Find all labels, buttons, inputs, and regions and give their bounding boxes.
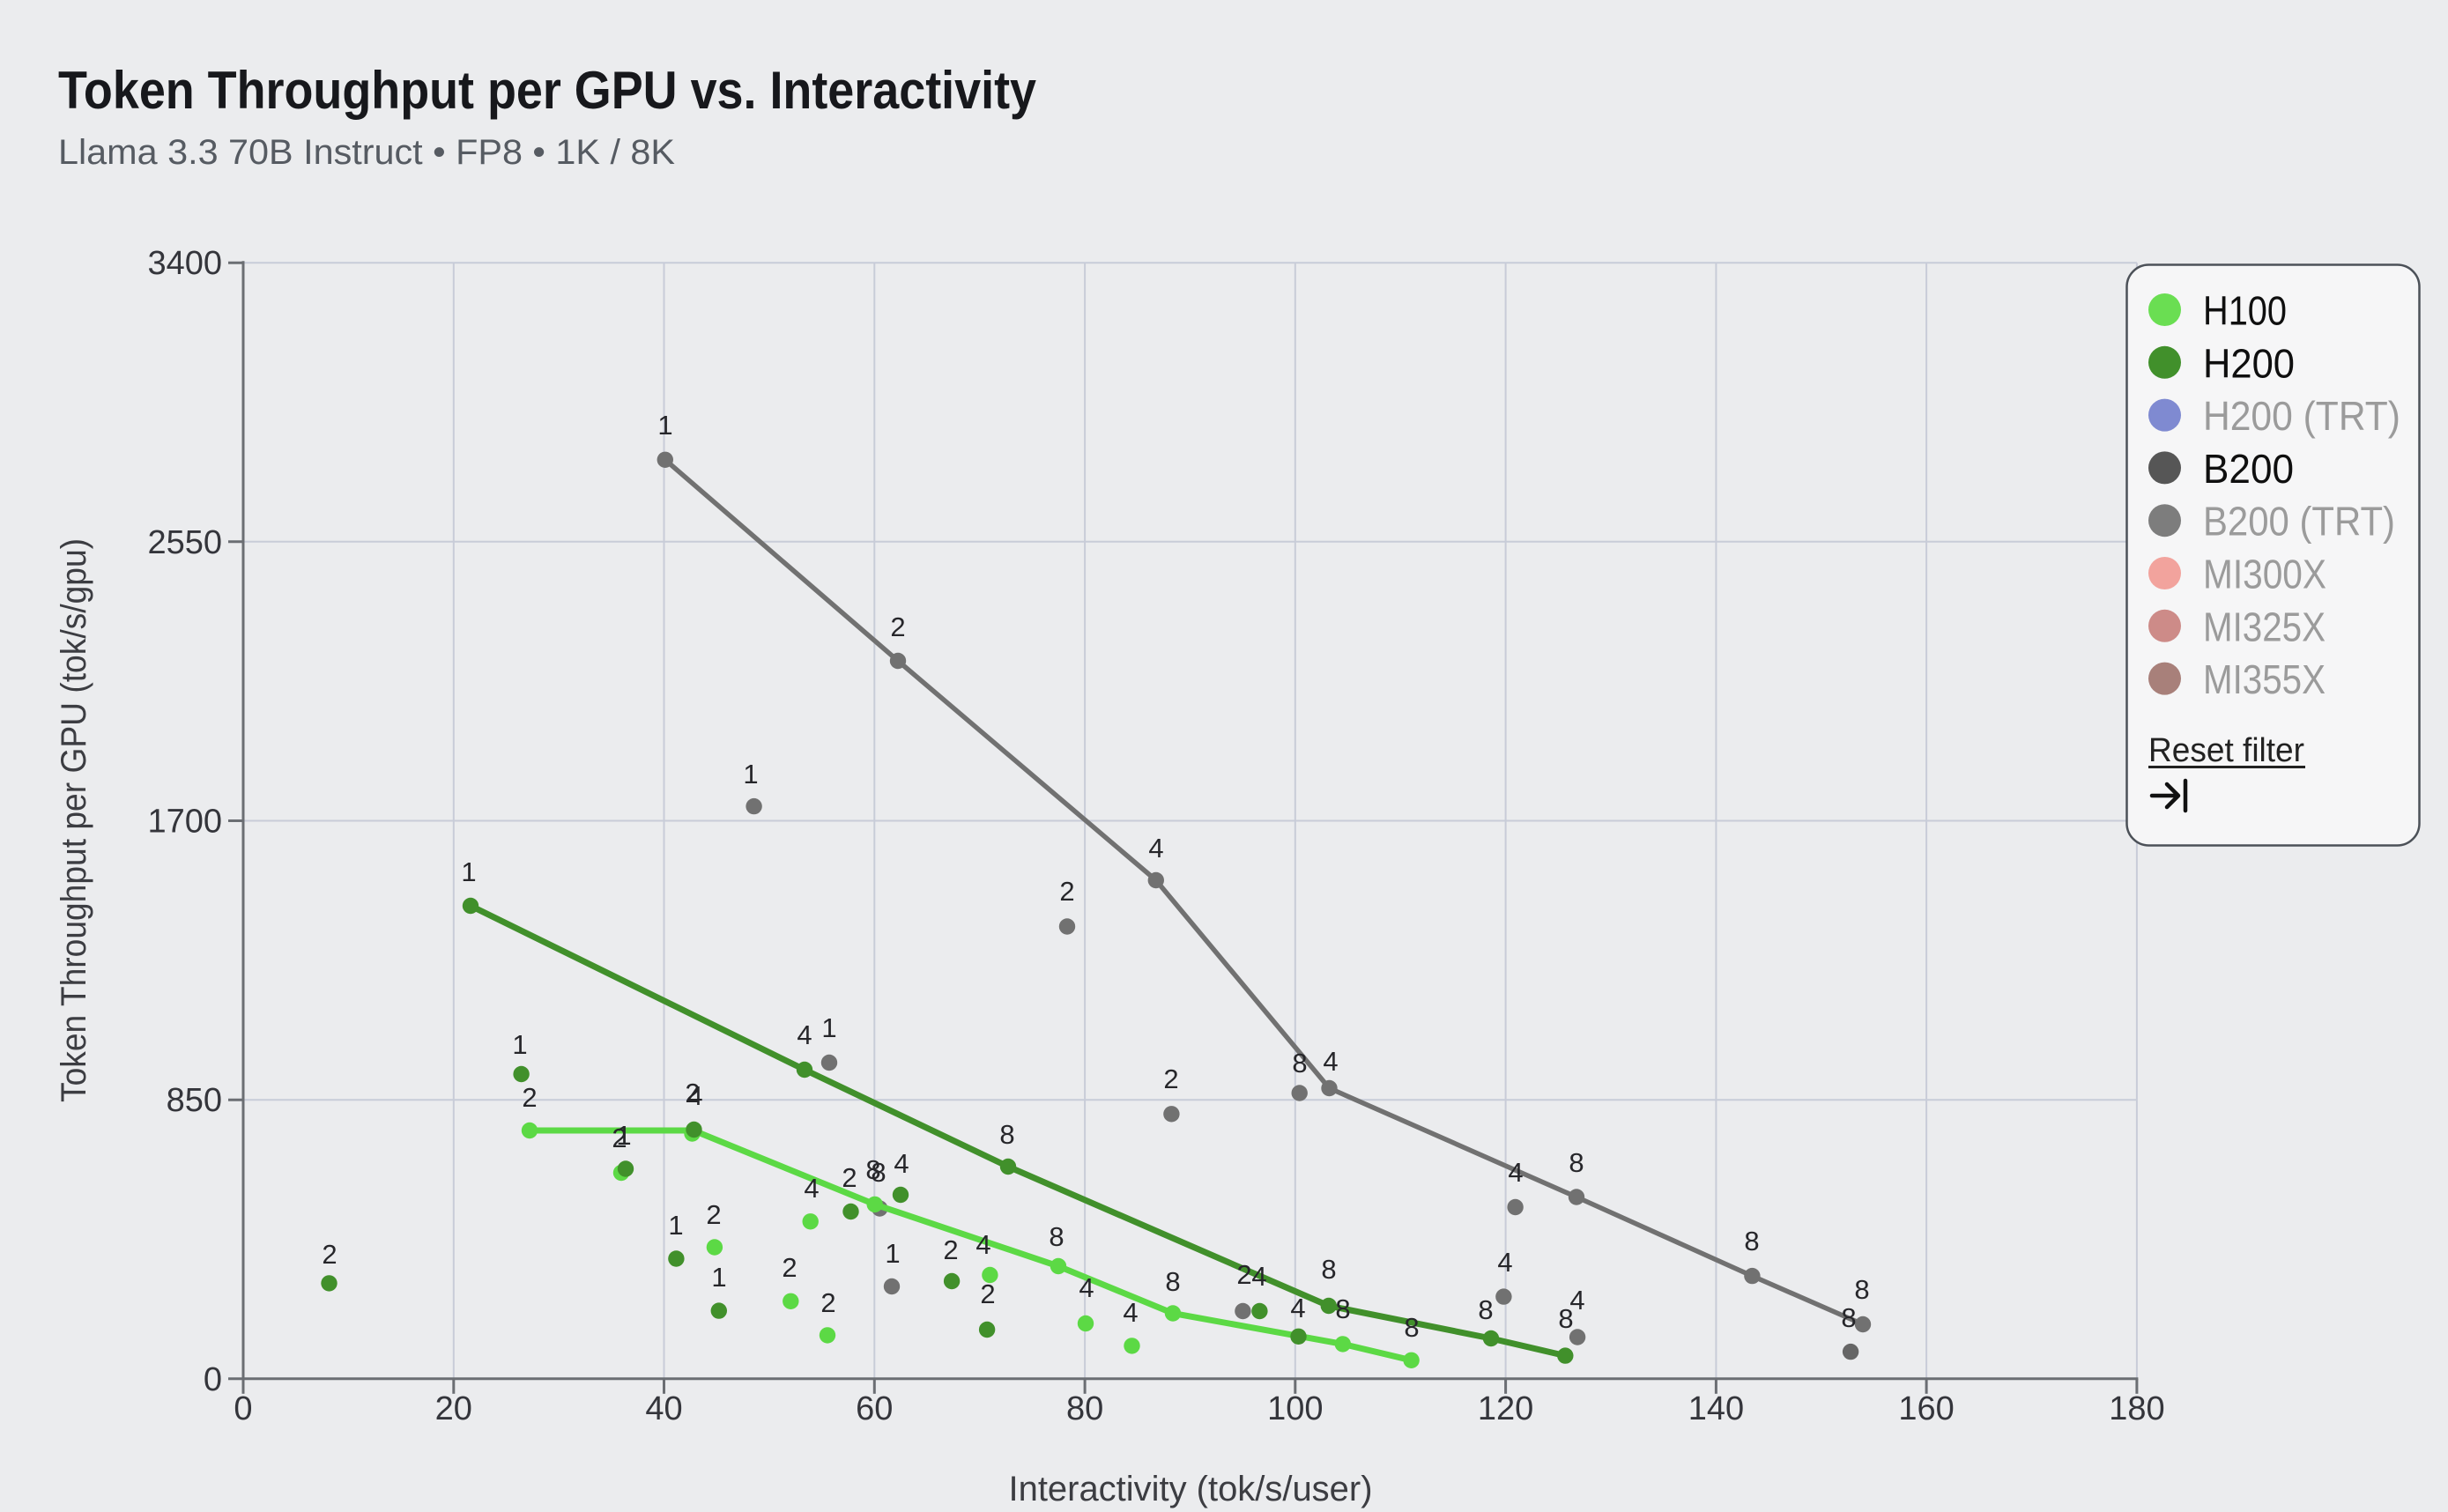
svg-text:8: 8 [1558, 1303, 1573, 1334]
svg-text:2: 2 [612, 1123, 627, 1153]
svg-text:4: 4 [804, 1173, 819, 1204]
svg-text:1: 1 [616, 1120, 631, 1151]
svg-text:4: 4 [1290, 1293, 1305, 1323]
svg-text:8: 8 [1049, 1221, 1064, 1252]
svg-text:MI325X: MI325X [2203, 604, 2326, 649]
svg-text:1: 1 [711, 1262, 726, 1293]
svg-text:2550: 2550 [147, 524, 222, 561]
svg-text:1: 1 [821, 1012, 836, 1043]
svg-text:2: 2 [943, 1234, 958, 1265]
svg-text:Reset filter: Reset filter [2148, 732, 2304, 769]
svg-text:1: 1 [885, 1238, 900, 1269]
svg-text:8: 8 [871, 1157, 886, 1188]
svg-text:4: 4 [1497, 1247, 1512, 1278]
svg-text:8: 8 [1569, 1147, 1584, 1178]
svg-text:2: 2 [522, 1082, 537, 1113]
svg-text:2: 2 [820, 1287, 835, 1318]
svg-text:2: 2 [842, 1162, 857, 1193]
svg-text:80: 80 [1066, 1390, 1103, 1427]
svg-text:60: 60 [856, 1390, 893, 1427]
svg-text:2: 2 [1059, 876, 1074, 907]
svg-text:140: 140 [1688, 1390, 1744, 1427]
svg-text:40: 40 [645, 1390, 682, 1427]
svg-text:8: 8 [999, 1119, 1014, 1150]
svg-text:4: 4 [1123, 1297, 1138, 1328]
svg-text:120: 120 [1478, 1390, 1533, 1427]
svg-text:1: 1 [743, 759, 758, 789]
svg-text:8: 8 [1478, 1294, 1493, 1325]
svg-text:H200 (TRT): H200 (TRT) [2203, 393, 2400, 439]
svg-text:8: 8 [1165, 1266, 1180, 1297]
svg-text:2: 2 [782, 1252, 797, 1283]
svg-text:8: 8 [1335, 1293, 1350, 1324]
svg-text:Llama 3.3 70B Instruct • FP8 •: Llama 3.3 70B Instruct • FP8 • 1K / 8K [58, 133, 675, 172]
svg-text:8: 8 [865, 1154, 880, 1185]
svg-text:1: 1 [668, 1210, 683, 1241]
svg-text:4: 4 [1323, 1046, 1338, 1077]
svg-text:Token Throughput per GPU vs. I: Token Throughput per GPU vs. Interactivi… [58, 61, 1037, 120]
svg-text:4: 4 [894, 1148, 909, 1179]
svg-text:0: 0 [234, 1390, 252, 1427]
svg-text:2: 2 [1163, 1064, 1178, 1094]
svg-text:8: 8 [1404, 1312, 1419, 1343]
svg-text:B200: B200 [2203, 446, 2294, 492]
svg-text:2: 2 [890, 611, 905, 642]
svg-text:8: 8 [1321, 1254, 1336, 1285]
svg-text:4: 4 [975, 1229, 990, 1260]
svg-text:0: 0 [204, 1361, 222, 1398]
svg-text:2: 2 [706, 1199, 721, 1230]
svg-text:4: 4 [687, 1080, 702, 1111]
svg-text:Interactivity (tok/s/user): Interactivity (tok/s/user) [1009, 1470, 1373, 1508]
svg-text:4: 4 [1569, 1285, 1584, 1316]
svg-text:2: 2 [1236, 1259, 1251, 1290]
svg-text:1: 1 [512, 1029, 527, 1060]
svg-text:850: 850 [167, 1082, 222, 1119]
svg-text:1: 1 [461, 856, 476, 887]
svg-text:4: 4 [1508, 1157, 1523, 1188]
svg-text:8: 8 [1854, 1274, 1869, 1305]
svg-text:MI355X: MI355X [2203, 656, 2326, 702]
svg-text:180: 180 [2109, 1390, 2164, 1427]
svg-text:B200 (TRT): B200 (TRT) [2203, 499, 2395, 545]
svg-text:8: 8 [1841, 1302, 1856, 1333]
svg-text:H100: H100 [2203, 288, 2287, 334]
svg-text:2: 2 [322, 1239, 337, 1270]
svg-text:1700: 1700 [147, 804, 222, 841]
svg-text:4: 4 [1251, 1261, 1266, 1292]
svg-text:3400: 3400 [147, 245, 222, 282]
svg-text:8: 8 [1292, 1048, 1307, 1078]
svg-text:4: 4 [1148, 833, 1163, 863]
svg-text:2: 2 [685, 1078, 700, 1108]
svg-text:20: 20 [435, 1390, 472, 1427]
svg-text:MI300X: MI300X [2203, 552, 2326, 597]
svg-text:1: 1 [657, 410, 672, 441]
svg-text:4: 4 [1079, 1272, 1094, 1303]
svg-text:H200: H200 [2203, 340, 2295, 386]
svg-text:2: 2 [980, 1279, 995, 1309]
svg-text:Token Throughput per GPU (tok/: Token Throughput per GPU (tok/s/gpu) [55, 538, 93, 1102]
svg-text:8: 8 [1744, 1226, 1759, 1256]
svg-text:4: 4 [797, 1019, 812, 1050]
svg-text:100: 100 [1267, 1390, 1323, 1427]
svg-text:160: 160 [1898, 1390, 1954, 1427]
